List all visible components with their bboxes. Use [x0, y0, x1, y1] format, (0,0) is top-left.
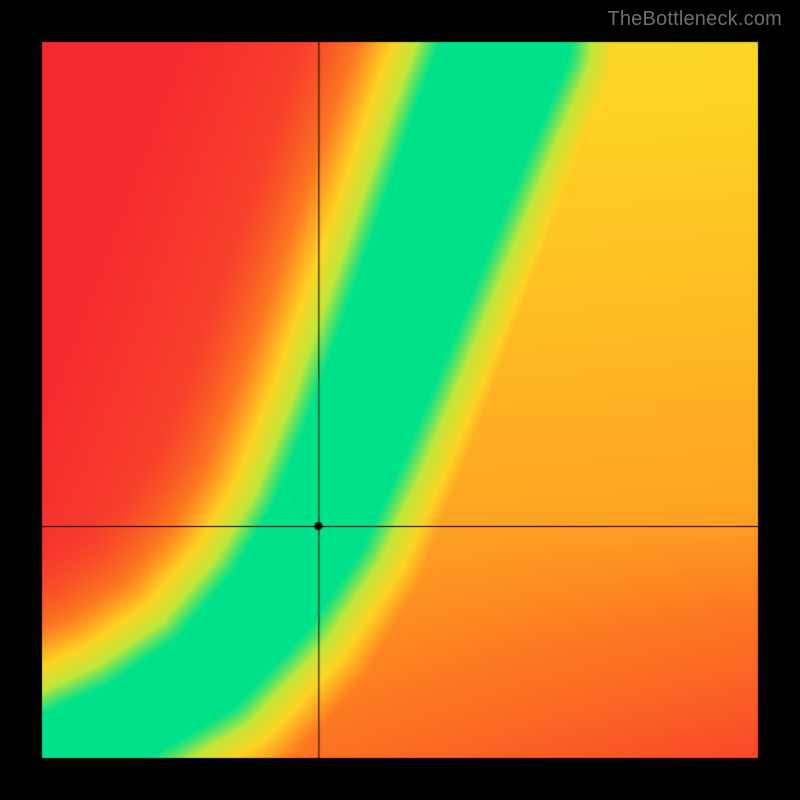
chart-root: TheBottleneck.com: [0, 0, 800, 800]
watermark-label: TheBottleneck.com: [607, 8, 782, 31]
bottleneck-heatmap: [0, 0, 800, 800]
